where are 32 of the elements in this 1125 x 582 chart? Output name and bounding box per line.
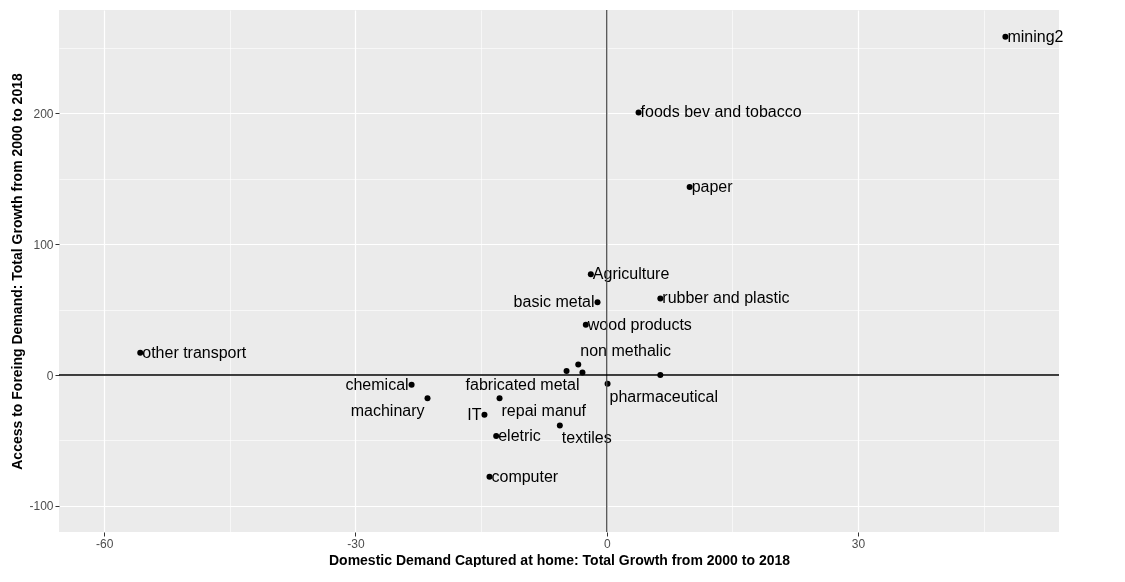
x-tick-label: -30 <box>347 536 365 551</box>
y-tick-label: 0 <box>46 368 54 383</box>
point <box>424 395 431 402</box>
data-label: chemical <box>345 375 409 393</box>
point <box>496 395 503 402</box>
point <box>563 368 570 375</box>
y-tick-label: 100 <box>33 237 54 252</box>
x-tick-label: 30 <box>851 536 866 551</box>
x-axis-title: Domestic Demand Captured at home: Total Growth from 2000 to 2018 <box>328 551 791 568</box>
data-label: non methalic <box>580 342 671 360</box>
data-label: paper <box>691 178 734 196</box>
data-label: repai manuf <box>501 402 587 420</box>
point <box>594 299 601 306</box>
data-label: IT <box>467 405 482 423</box>
data-label: computer <box>491 467 559 485</box>
x-tick-label: -60 <box>96 536 114 551</box>
y-tick-label: -100 <box>29 499 54 514</box>
y-tick-label: 200 <box>33 106 54 121</box>
data-label: basic metal <box>513 293 595 311</box>
data-label: eletric <box>498 427 541 445</box>
data-label: foods bev and tobacco <box>640 103 802 121</box>
data-label: rubber and plastic <box>662 289 790 307</box>
point <box>556 422 563 429</box>
y-axis-title: Access to Foreing Demand: Total Growth from 2000 to 2018 <box>9 73 26 470</box>
data-label: machinary <box>350 402 425 420</box>
point <box>575 361 582 368</box>
data-label: pharmaceutical <box>609 387 719 405</box>
data-label: other transport <box>142 343 247 361</box>
data-label: fabricated metal <box>465 376 580 394</box>
x-tick-label: 0 <box>603 536 611 551</box>
data-label: mining2 <box>1007 27 1064 45</box>
point <box>408 381 415 388</box>
